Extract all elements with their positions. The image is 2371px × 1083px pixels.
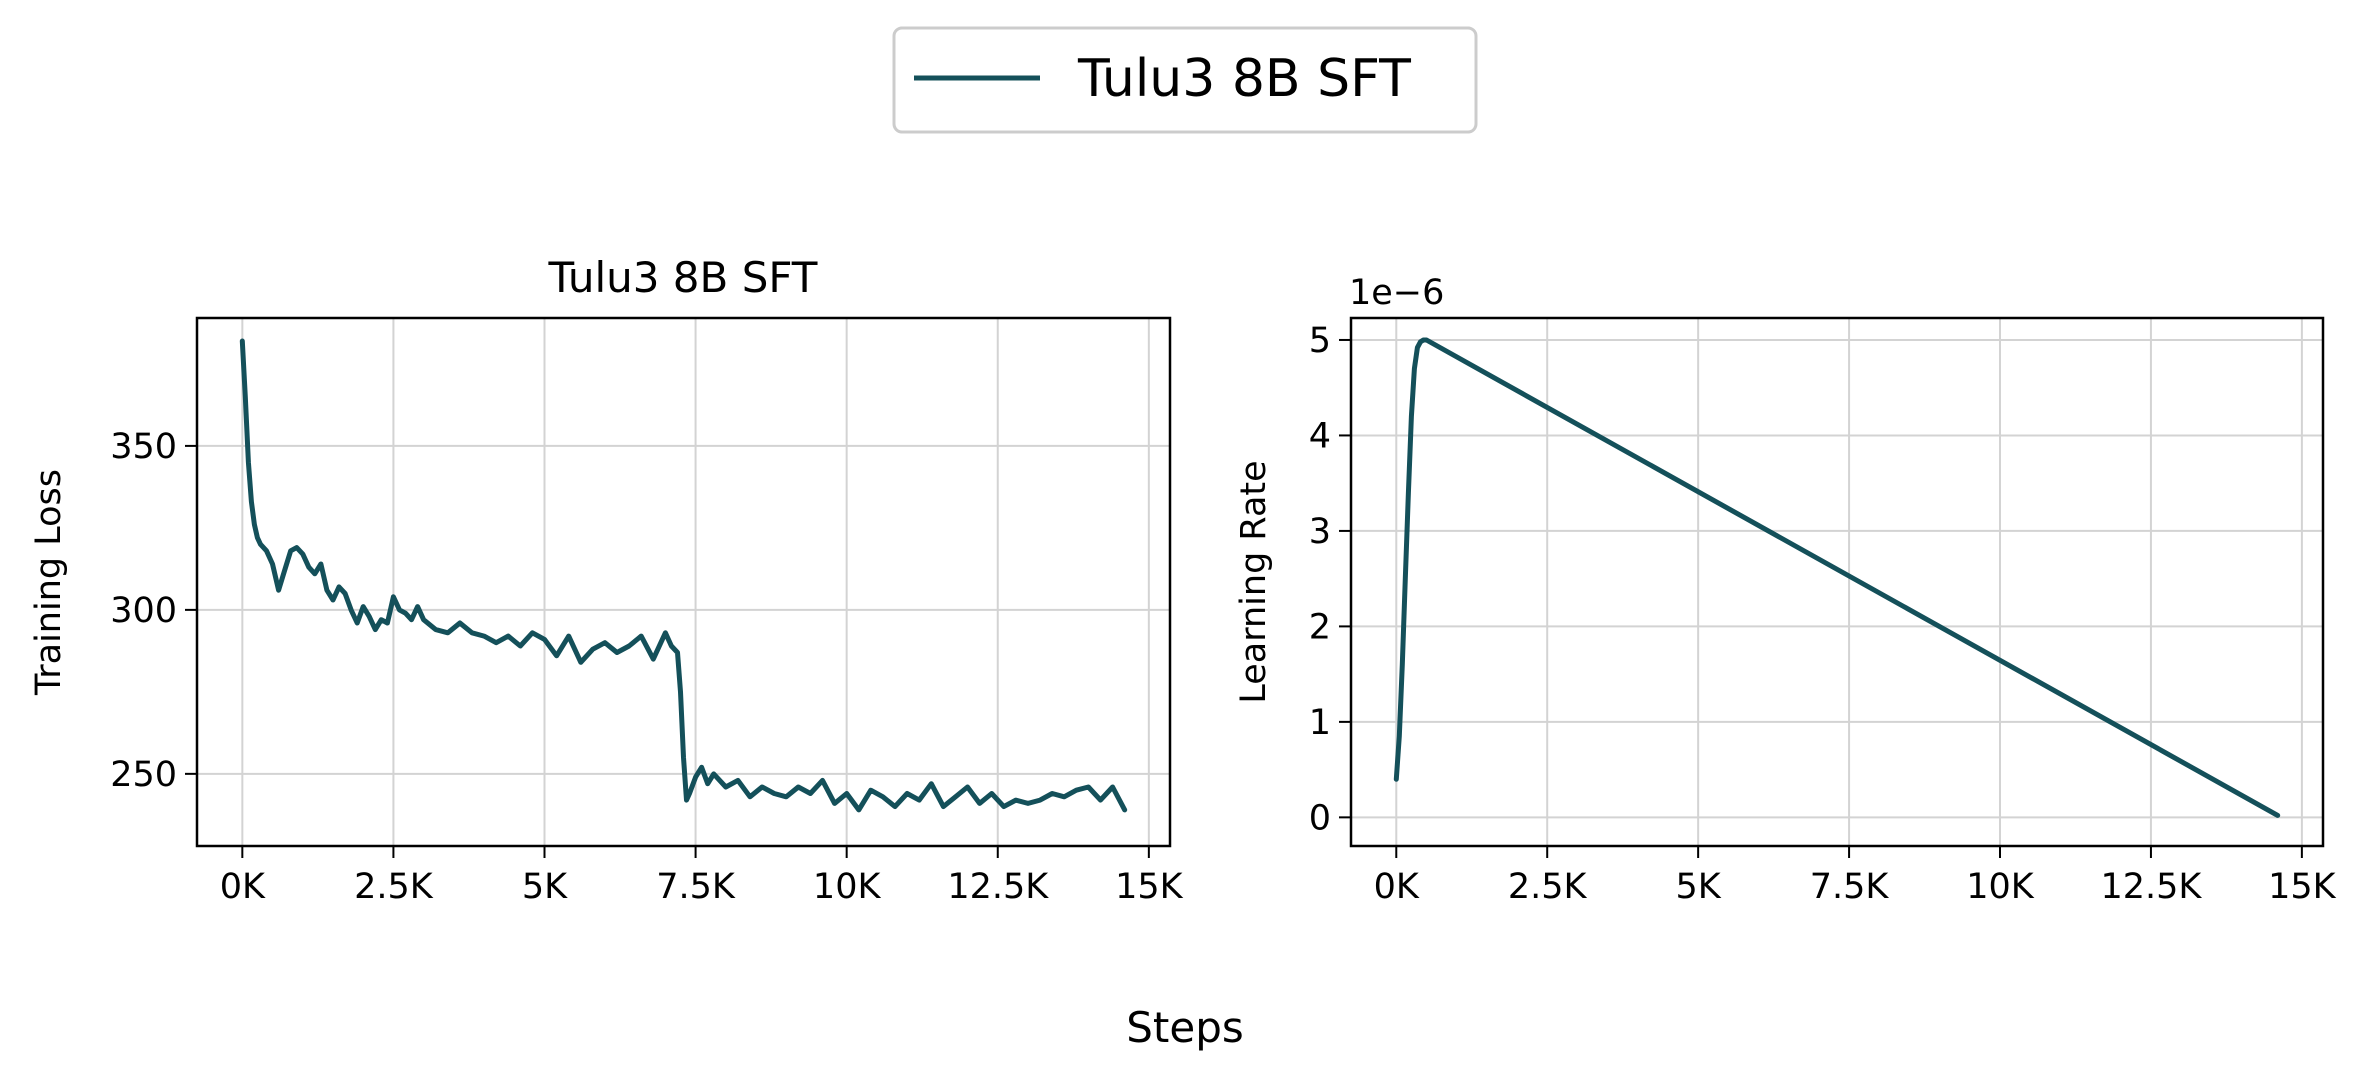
- loss-x-tick-label: 0K: [220, 867, 266, 907]
- lr-x-ticks: 0K 2.5K 5K 7.5K 10K 12.5K 15K: [1374, 846, 2337, 907]
- lr-series-line: [1393, 337, 2281, 818]
- loss-y-tick-label: 300: [110, 591, 177, 631]
- lr-y-tick-label: 1: [1309, 703, 1331, 743]
- loss-y-tick-label: 350: [110, 427, 177, 467]
- lr-grid: [1351, 318, 2323, 846]
- lr-y-tick-label: 0: [1309, 798, 1331, 838]
- loss-y-tick-label: 250: [110, 755, 177, 795]
- loss-panel: Tulu3 8B SFT 0K 2.5K 5K 7.5K 10K 12.5K 15K 250…: [29, 253, 1184, 907]
- loss-x-tick-label: 2.5K: [354, 867, 434, 907]
- loss-x-tick-label: 5K: [522, 867, 568, 907]
- lr-x-tick-label: 10K: [1966, 867, 2035, 907]
- loss-x-ticks: 0K 2.5K 5K 7.5K 10K 12.5K 15K: [220, 846, 1184, 907]
- loss-y-ticks: 250 300 350: [110, 427, 197, 795]
- lr-x-tick-label: 12.5K: [2100, 867, 2202, 907]
- loss-grid: [197, 318, 1170, 846]
- lr-y-tick-label: 2: [1309, 607, 1331, 647]
- legend: Tulu3 8B SFT: [892, 26, 1478, 134]
- loss-panel-title: Tulu3 8B SFT: [548, 253, 818, 302]
- lr-y-axis-title: Learning Rate: [1234, 460, 1274, 703]
- legend-label: Tulu3 8B SFT: [1077, 49, 1411, 109]
- lr-y-tick-label: 4: [1309, 416, 1331, 456]
- loss-x-tick-label: 7.5K: [656, 867, 736, 907]
- lr-x-tick-label: 7.5K: [1810, 867, 1890, 907]
- loss-series: [239, 338, 1128, 813]
- lr-axes-frame: [1349, 316, 2325, 848]
- loss-y-axis-title: Training Loss: [29, 469, 69, 696]
- lr-offset-text: 1e−6: [1349, 273, 1444, 313]
- lr-panel: 0K 2.5K 5K 7.5K 10K 12.5K 15K 0 1 2 3 4 5 1e−6 Lear…: [1234, 273, 2337, 907]
- shared-x-axis-title: Steps: [1126, 1003, 1244, 1052]
- lr-series: [1393, 337, 2281, 818]
- lr-x-tick-label: 5K: [1676, 867, 1722, 907]
- loss-x-tick-label: 12.5K: [947, 867, 1049, 907]
- loss-x-tick-label: 10K: [813, 867, 882, 907]
- loss-series-line: [239, 338, 1128, 813]
- loss-axes-frame: [195, 316, 1172, 848]
- lr-y-ticks: 0 1 2 3 4 5: [1309, 321, 1351, 838]
- legend-frame: [892, 26, 1478, 134]
- lr-x-tick-label: 2.5K: [1508, 867, 1588, 907]
- lr-x-tick-label: 15K: [2268, 867, 2337, 907]
- lr-y-tick-label: 5: [1309, 321, 1331, 361]
- loss-x-tick-label: 15K: [1115, 867, 1184, 907]
- lr-y-tick-label: 3: [1309, 512, 1331, 552]
- lr-x-tick-label: 0K: [1374, 867, 1420, 907]
